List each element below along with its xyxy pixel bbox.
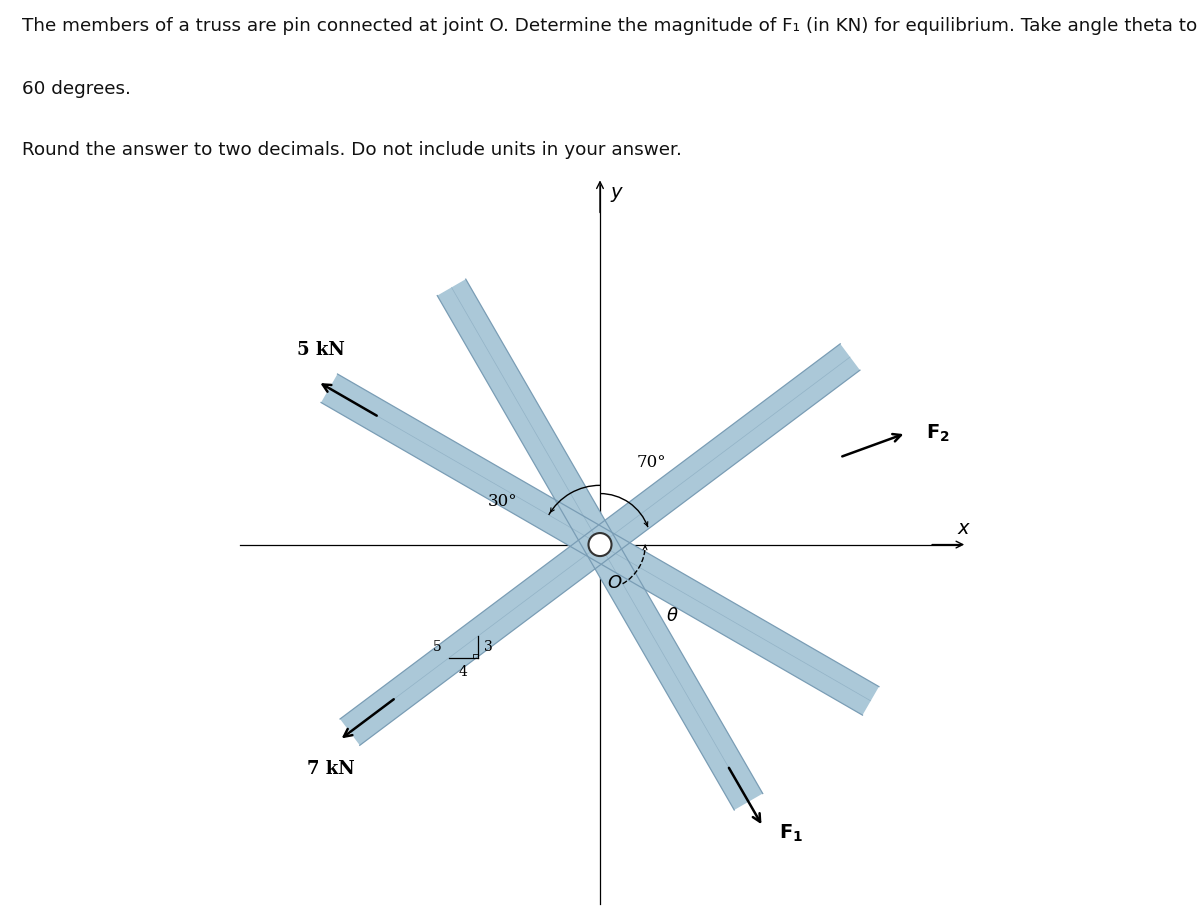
Text: 4: 4 — [458, 665, 468, 678]
Polygon shape — [322, 374, 878, 715]
Text: 70°: 70° — [636, 454, 666, 471]
Text: 5: 5 — [433, 641, 442, 654]
Polygon shape — [437, 279, 763, 810]
Text: The members of a truss are pin connected at joint O. Determine the magnitude of : The members of a truss are pin connected… — [22, 17, 1200, 35]
Text: 60 degrees.: 60 degrees. — [22, 79, 131, 98]
Text: 3: 3 — [484, 641, 493, 654]
Text: $\mathbf{F_2}$: $\mathbf{F_2}$ — [926, 423, 949, 444]
Text: 7 kN: 7 kN — [307, 760, 355, 778]
Polygon shape — [340, 344, 860, 745]
Text: $x$: $x$ — [956, 520, 971, 538]
Circle shape — [588, 533, 612, 556]
Text: 30°: 30° — [488, 493, 517, 510]
Text: $\theta$: $\theta$ — [666, 607, 678, 625]
Text: Round the answer to two decimals. Do not include units in your answer.: Round the answer to two decimals. Do not… — [22, 141, 682, 160]
Text: $y$: $y$ — [610, 186, 624, 204]
Text: $O$: $O$ — [606, 574, 622, 593]
Text: $\mathbf{F_1}$: $\mathbf{F_1}$ — [779, 822, 804, 844]
Text: 5 kN: 5 kN — [298, 341, 346, 359]
